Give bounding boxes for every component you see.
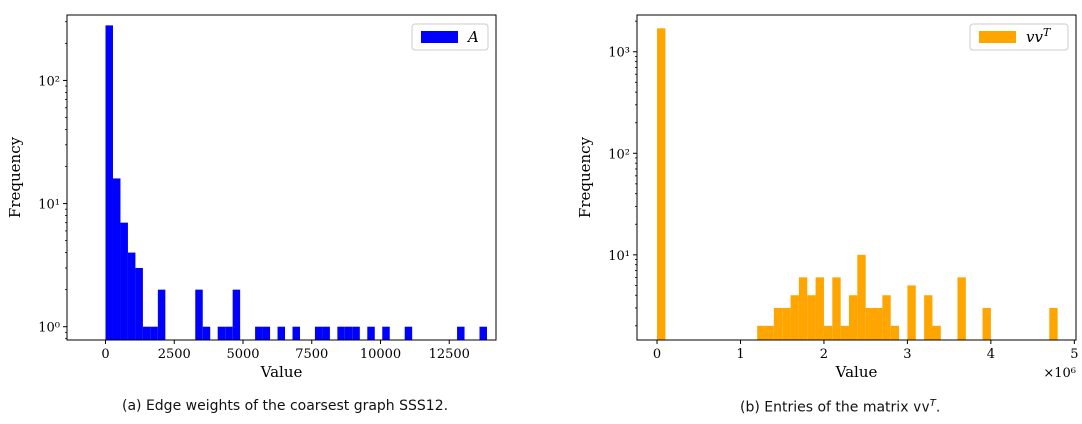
- bars-group: [105, 25, 487, 340]
- histogram-bar: [277, 326, 286, 340]
- x-tick-label: 0: [653, 347, 661, 362]
- histogram-bar: [479, 326, 487, 340]
- histogram-bar: [823, 325, 833, 340]
- y-tick-label: 10⁰: [38, 321, 60, 336]
- histogram-bar: [322, 326, 330, 340]
- histogram-bar: [798, 277, 808, 340]
- histogram-bar: [657, 28, 666, 341]
- caption-b-superscript: T: [929, 398, 936, 409]
- x-tick-label: 5000: [226, 347, 259, 362]
- histogram-bar: [765, 325, 774, 340]
- histogram-panel-b: 0 1 2 3 4 5 10¹ 10² 10³ Value Frequency ×10⁶ vvT: [576, 14, 1078, 381]
- x-axis-label: Value: [260, 363, 303, 381]
- histogram-bar: [225, 326, 233, 340]
- y-axis-label: Frequency: [6, 136, 24, 218]
- histogram-bar: [314, 326, 323, 340]
- histogram-bar: [217, 326, 226, 340]
- histogram-bar: [857, 254, 866, 340]
- histogram-panel-a: 0 2500 5000 7500 10000 12500 10⁰ 10¹ 10² Value Fre…: [6, 14, 497, 381]
- histogram-bar: [890, 325, 900, 340]
- histogram-bar: [135, 267, 143, 340]
- y-tick-label: 10²: [38, 74, 60, 89]
- histogram-bar: [832, 277, 841, 340]
- histogram-bar: [262, 326, 271, 340]
- histogram-bar: [924, 295, 933, 340]
- legend-box: [969, 23, 1069, 51]
- histogram-bar: [105, 25, 113, 340]
- caption-a-text: (a) Edge weights of the coarsest graph S…: [122, 398, 449, 414]
- x-tick-label: 5: [1070, 347, 1078, 362]
- histogram-bar: [337, 326, 345, 340]
- histogram-bar: [292, 326, 300, 340]
- legend-label-superscript: T: [1043, 26, 1052, 39]
- histogram-bar: [112, 178, 121, 340]
- histogram-bar: [882, 295, 891, 340]
- x-tick-label: 7500: [295, 347, 328, 362]
- legend-swatch: [979, 31, 1016, 43]
- histogram-bar: [352, 326, 360, 340]
- histogram-bar: [757, 325, 766, 340]
- x-tick-label: 4: [987, 347, 995, 362]
- caption-b-prefix: (b) Entries of the matrix: [740, 399, 913, 416]
- x-tick-label: 0: [101, 347, 109, 362]
- histogram-bar: [782, 307, 791, 340]
- axes-frame: [636, 14, 1077, 341]
- histogram-bar: [932, 325, 941, 340]
- histogram-bar: [874, 307, 883, 340]
- histogram-bar: [790, 295, 799, 340]
- x-tick-label: 12500: [429, 347, 470, 362]
- histogram-bar: [120, 222, 128, 340]
- histogram-bar: [255, 326, 263, 340]
- histogram-bar: [367, 326, 375, 340]
- histogram-bar: [404, 326, 413, 340]
- x-axis-label: Value: [835, 363, 878, 381]
- axes-frame: [66, 14, 497, 341]
- x-tick-label: 2500: [158, 347, 191, 362]
- caption-b: (b) Entries of the matrix vvT.: [740, 398, 940, 416]
- histogram-bar: [957, 277, 966, 340]
- y-tick-label: 10³: [608, 46, 630, 61]
- bars-group: [657, 28, 1058, 341]
- histogram-bar: [982, 307, 991, 340]
- caption-b-matrix: vv: [912, 399, 930, 416]
- caption-a: (a) Edge weights of the coarsest graph S…: [122, 398, 448, 414]
- x-tick-label: 2: [820, 347, 828, 362]
- histogram-bar: [344, 326, 353, 340]
- x-tick-label: 3: [903, 347, 911, 362]
- histogram-bar: [457, 326, 465, 340]
- y-axis-label: Frequency: [576, 136, 594, 218]
- histogram-bar: [382, 326, 390, 340]
- x-tick-label: 1: [736, 347, 744, 362]
- histogram-bar: [840, 325, 849, 340]
- x-axis-multiplier: ×10⁶: [1043, 366, 1076, 381]
- histogram-bar: [865, 307, 875, 340]
- histogram-bar: [773, 307, 783, 340]
- legend-swatch: [421, 31, 458, 43]
- histogram-bar: [157, 289, 166, 340]
- legend: vvT: [969, 23, 1069, 51]
- y-tick-label: 10²: [608, 147, 630, 162]
- y-tick-label: 10¹: [38, 198, 60, 213]
- histogram-bar: [848, 295, 858, 340]
- x-tick-label: 10000: [360, 347, 401, 362]
- y-tick-label: 10¹: [608, 249, 630, 264]
- legend: A: [411, 23, 489, 51]
- caption-b-suffix: .: [935, 399, 941, 416]
- histogram-bar: [1049, 307, 1058, 340]
- legend-label: A: [466, 28, 479, 46]
- histogram-bar: [142, 326, 151, 340]
- histogram-bar: [202, 326, 211, 340]
- histogram-bar: [907, 285, 916, 340]
- histogram-bar: [195, 289, 203, 340]
- histogram-bar: [150, 326, 158, 340]
- histogram-bar: [232, 289, 241, 340]
- histogram-bar: [815, 277, 824, 340]
- histogram-bar: [807, 295, 816, 340]
- histogram-bar: [127, 252, 136, 340]
